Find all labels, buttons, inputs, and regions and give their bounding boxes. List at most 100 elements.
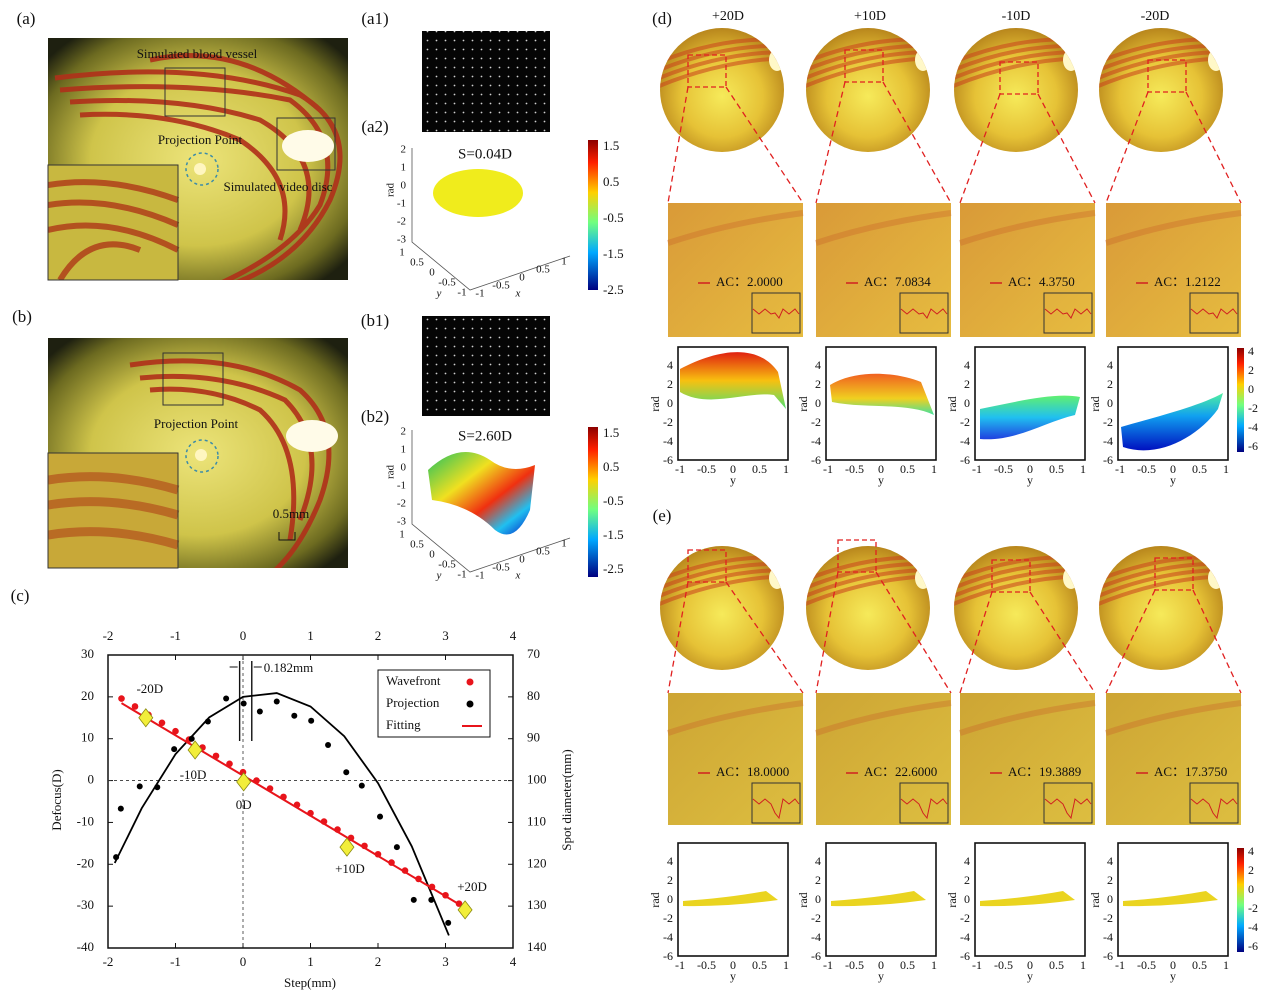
y-tick-label: 2 — [964, 377, 970, 391]
x-axis-title: y — [878, 473, 884, 487]
x-axis-title: x — [515, 288, 521, 300]
point — [113, 854, 119, 860]
y-axis-title: rad — [648, 892, 662, 907]
colorbar-label: 1.5 — [603, 138, 619, 153]
colorbar-label: -2 — [1248, 901, 1258, 915]
y-axis-title: rad — [945, 396, 959, 411]
y-tick-label: 4 — [815, 358, 821, 372]
colorbar-label: 2 — [1248, 863, 1254, 877]
x2-tick-label: 0 — [240, 628, 247, 643]
y-tick-label: -40 — [77, 939, 94, 954]
y-tick-label: -6 — [811, 949, 821, 963]
colorbar-label: -4 — [1248, 920, 1258, 934]
x-axis-title: y — [730, 473, 736, 487]
point — [428, 897, 434, 903]
colorbar-label: -2.5 — [603, 282, 624, 297]
phase-surface — [830, 374, 934, 415]
legend-label: Fitting — [386, 717, 421, 732]
phase-surface — [1121, 393, 1223, 450]
y-tick-label: -1 — [457, 569, 466, 581]
colorbar-label: -2.5 — [603, 561, 624, 576]
colorbar-label: 4 — [1248, 844, 1254, 858]
offset-label: 0.182mm — [264, 660, 313, 675]
defocus-label: +10D — [854, 9, 886, 24]
y-axis-title: rad — [945, 892, 959, 907]
point — [325, 742, 331, 748]
legend-label: Wavefront — [386, 673, 441, 688]
y-tick-label: -2 — [1103, 415, 1113, 429]
y-tick-label: -1 — [457, 287, 466, 299]
y-tick-label: 0 — [815, 892, 821, 906]
x-tick-label: 0.5 — [752, 958, 767, 972]
x-tick-label: -1 — [475, 288, 484, 300]
y-tick-label: -2 — [663, 415, 673, 429]
y-tick-label: 4 — [667, 854, 673, 868]
colorbar-label: 0 — [1248, 382, 1254, 396]
y-tick-label: 2 — [667, 873, 673, 887]
colorbar-label: -0.5 — [603, 493, 624, 508]
y-tick-label: 4 — [815, 854, 821, 868]
x-tick-label: -0.5 — [492, 280, 510, 292]
x-tick-label: 0.5 — [1192, 462, 1207, 476]
point — [445, 920, 451, 926]
z-axis-title: rad — [385, 464, 397, 479]
x-tick-label: 0 — [519, 272, 525, 284]
x-tick-label: -0.5 — [697, 462, 716, 476]
point — [257, 709, 263, 715]
x-tick-label: -0.5 — [1137, 462, 1156, 476]
x-tick-label: -1 — [1115, 462, 1125, 476]
point — [171, 746, 177, 752]
ac-value: AC：1.2122 — [1154, 274, 1221, 289]
y-tick-label: 0.5 — [410, 257, 424, 269]
annotation: Simulated video disc — [223, 179, 332, 194]
x-tick-label: -1 — [1115, 958, 1125, 972]
point — [411, 897, 417, 903]
y-axis-title: rad — [796, 892, 810, 907]
figure: (a)(a1)(a2)(b)(b1)(b2)(c)(d)(e)Simulated… — [0, 0, 1265, 990]
y-tick-label: -6 — [663, 949, 673, 963]
y-tick-label: -4 — [811, 434, 821, 448]
point — [189, 736, 195, 742]
x-tick-label: -0.5 — [1137, 958, 1156, 972]
x-axis-title: y — [1170, 473, 1176, 487]
marker-label: -20D — [136, 681, 163, 696]
panel-label: (a) — [17, 9, 36, 28]
y-tick-label: -6 — [1103, 453, 1113, 467]
y-axis-title: y — [436, 570, 442, 582]
y-tick-label: -2 — [811, 415, 821, 429]
ac-value: AC：19.3889 — [1008, 764, 1081, 779]
z-tick-label: -3 — [397, 234, 407, 246]
y-tick-label: 0 — [667, 396, 673, 410]
y-tick-label: 0 — [1107, 892, 1113, 906]
colorbar-label: 2 — [1248, 363, 1254, 377]
colorbar-label: 1.5 — [603, 425, 619, 440]
y2-tick-label: 120 — [527, 855, 547, 870]
point — [394, 844, 400, 850]
point — [241, 701, 247, 707]
y-tick-label: 0.5 — [410, 539, 424, 551]
panel-label: (c) — [11, 586, 30, 605]
phase-surface — [980, 891, 1075, 906]
colorbar — [588, 427, 598, 577]
x-tick-label: -0.5 — [845, 958, 864, 972]
y-tick-label: -6 — [663, 453, 673, 467]
defocus-label: +20D — [712, 9, 744, 24]
x-tick-label: 0 — [519, 554, 525, 566]
x-axis-title: y — [878, 969, 884, 983]
x-axis-title: x — [515, 570, 521, 582]
panel-label: (b2) — [361, 407, 389, 426]
y-tick-label: 0 — [964, 892, 970, 906]
y-tick-label: -4 — [811, 930, 821, 944]
y-tick-label: 4 — [964, 854, 970, 868]
y-tick-label: 1 — [399, 247, 405, 259]
y-tick-label: 2 — [1107, 873, 1113, 887]
y2-tick-label: 110 — [527, 813, 546, 828]
colorbar-label: -6 — [1248, 939, 1258, 953]
y-tick-label: 1 — [399, 529, 405, 541]
y2-axis-title: Spot diameter(mm) — [559, 749, 574, 850]
ac-value: AC：18.0000 — [716, 764, 789, 779]
x-tick-label: 0.5 — [900, 462, 915, 476]
marker-diamond — [237, 773, 251, 791]
y-tick-label: -30 — [77, 897, 94, 912]
z-tick-label: 0 — [401, 462, 407, 474]
